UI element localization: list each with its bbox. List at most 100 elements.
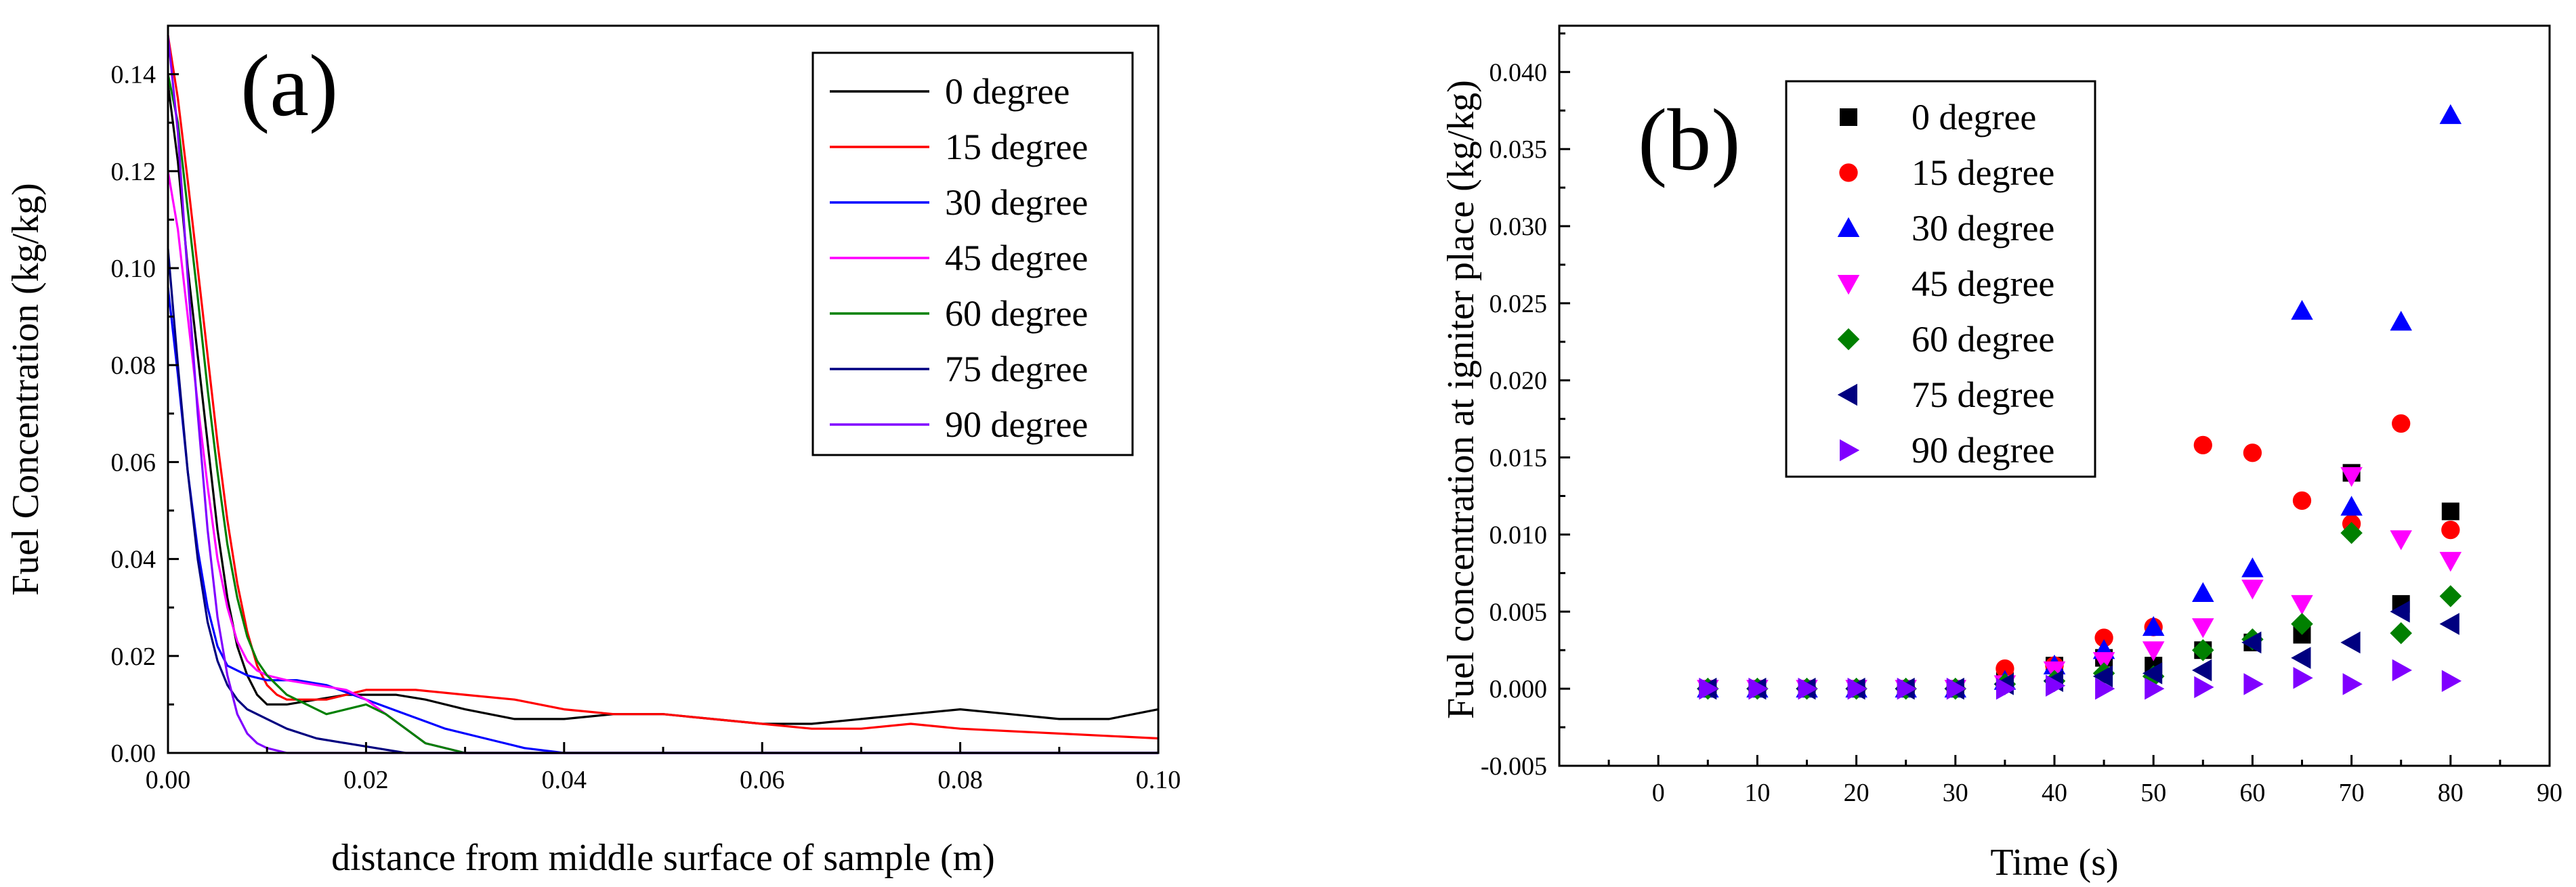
- x-tick-label: 10: [1744, 779, 1770, 807]
- data-point-3: [2291, 594, 2313, 615]
- y-tick-label: 0.10: [111, 255, 156, 283]
- data-point-6: [2243, 673, 2264, 695]
- data-point-2: [2192, 582, 2214, 602]
- data-point-3: [2192, 618, 2214, 639]
- data-point-4: [2192, 639, 2214, 662]
- legend-label: 60 degree: [1912, 319, 2054, 360]
- data-point-5: [2192, 659, 2212, 682]
- data-point-3: [2439, 552, 2462, 572]
- x-tick-label: 0.00: [146, 766, 191, 794]
- data-point-1: [2193, 435, 2212, 455]
- data-point-6: [1748, 677, 1769, 700]
- data-point-2: [2439, 104, 2462, 125]
- data-point-5: [2291, 647, 2311, 669]
- data-point-6: [2441, 670, 2462, 693]
- legend-label: 75 degree: [1912, 374, 2054, 415]
- legend-marker: [1840, 439, 1860, 462]
- x-tick-label: 50: [2140, 779, 2166, 807]
- data-point-2: [2291, 300, 2313, 320]
- x-tick-label: 60: [2239, 779, 2265, 807]
- panel-b-legend-box: [1785, 80, 2096, 478]
- panel-b-label: (b): [1638, 91, 1741, 189]
- y-tick-label: 0.005: [1490, 598, 1548, 626]
- x-tick-label: 0.08: [937, 766, 983, 794]
- y-tick-label: 0.06: [111, 448, 156, 477]
- data-point-5: [2142, 662, 2163, 685]
- data-point-6: [2342, 673, 2363, 695]
- legend-marker: [1840, 108, 1857, 126]
- data-point-1: [2243, 444, 2262, 462]
- x-tick-label: 0.02: [343, 766, 389, 794]
- legend-marker: [1837, 328, 1860, 351]
- y-tick-label: 0.04: [111, 546, 156, 574]
- data-point-5: [2439, 613, 2459, 635]
- data-point-6: [2293, 666, 2313, 689]
- data-point-3: [2092, 652, 2115, 672]
- panel-a-lines: [167, 35, 1159, 754]
- y-tick-label: 0.040: [1490, 58, 1548, 87]
- panel-a-legend-box: [811, 51, 1134, 456]
- legend-label: 15 degree: [945, 127, 1088, 167]
- y-tick-label: 0.000: [1490, 675, 1548, 704]
- data-point-1: [2292, 491, 2312, 510]
- data-point-6: [2145, 677, 2165, 700]
- legend-label: 30 degree: [1912, 208, 2054, 248]
- data-point-1: [2094, 628, 2113, 647]
- x-tick-label: 40: [2042, 779, 2067, 807]
- data-point-5: [2092, 665, 2113, 688]
- y-tick-label: 0.010: [1490, 521, 1548, 549]
- data-point-1: [2441, 520, 2460, 540]
- data-point-2: [2142, 615, 2165, 636]
- data-point-6: [1798, 677, 1818, 700]
- x-tick-label: 30: [1943, 779, 1968, 807]
- data-point-5: [2241, 631, 2262, 654]
- panel-b-x-axis-label: Time (s): [1990, 842, 2118, 884]
- y-tick-label: 0.025: [1490, 290, 1548, 318]
- data-point-4: [2390, 622, 2412, 645]
- data-point-6: [2046, 674, 2066, 697]
- data-point-6: [1847, 677, 1867, 700]
- data-point-0: [2441, 502, 2459, 521]
- x-tick-label: 0.04: [542, 766, 587, 794]
- data-point-5: [2390, 601, 2410, 623]
- y-tick-label: 0.14: [111, 61, 156, 89]
- y-tick-label: 0.02: [111, 643, 156, 671]
- data-point-4: [2340, 521, 2363, 544]
- panel-a-line-chart: 0.00 0.02 0.04 0.06 0.08 0.10 0.00 0.02 0.04 0.06…: [5, 24, 1181, 879]
- legend-label: 75 degree: [945, 349, 1088, 389]
- legend-label: 30 degree: [945, 182, 1088, 223]
- x-tick-label: 0.10: [1136, 766, 1181, 794]
- data-point-3: [2142, 641, 2165, 662]
- data-point-5: [2340, 631, 2361, 654]
- data-point-6: [1699, 677, 1719, 700]
- data-point-6: [1897, 677, 1917, 700]
- legend-label: 15 degree: [1912, 152, 2054, 193]
- panel-b-y-axis-label: Fuel concentration at igniter place (kg/…: [1440, 80, 1482, 719]
- x-tick-label: 80: [2438, 779, 2464, 807]
- legend-marker: [1839, 163, 1858, 182]
- legend-label: 60 degree: [945, 293, 1088, 334]
- data-point-2: [2241, 557, 2264, 578]
- data-point-6: [2095, 677, 2115, 700]
- panel-b-ticks: 0 10 20 30 40 50 60 70 80 90 -0.005 0.000 0.005 0.010…: [1481, 32, 2562, 807]
- legend-label: 45 degree: [945, 238, 1088, 278]
- data-point-6: [1996, 677, 2017, 700]
- legend-label: 0 degree: [1912, 97, 2036, 137]
- data-point-1: [2392, 414, 2411, 433]
- panel-a-legend: 0 degree 15 degree 30 degree 45 degree 60 de…: [811, 51, 1134, 456]
- data-point-6: [2392, 659, 2412, 682]
- legend-marker: [1837, 217, 1860, 237]
- x-tick-label: 0: [1652, 779, 1665, 807]
- data-point-4: [2291, 613, 2313, 635]
- data-point-3: [2241, 580, 2264, 600]
- panel-a-y-axis-label: Fuel Concentration (kg/kg): [5, 183, 47, 596]
- data-point-1: [1996, 659, 2014, 678]
- legend-marker: [1837, 383, 1857, 406]
- legend-marker: [1837, 275, 1860, 295]
- data-point-3: [2340, 467, 2363, 488]
- legend-label: 90 degree: [1912, 430, 2054, 471]
- y-tick-label: 0.020: [1490, 367, 1548, 395]
- y-tick-label: 0.035: [1490, 135, 1548, 164]
- data-point-3: [2390, 530, 2412, 550]
- y-tick-label: 0.030: [1490, 213, 1548, 241]
